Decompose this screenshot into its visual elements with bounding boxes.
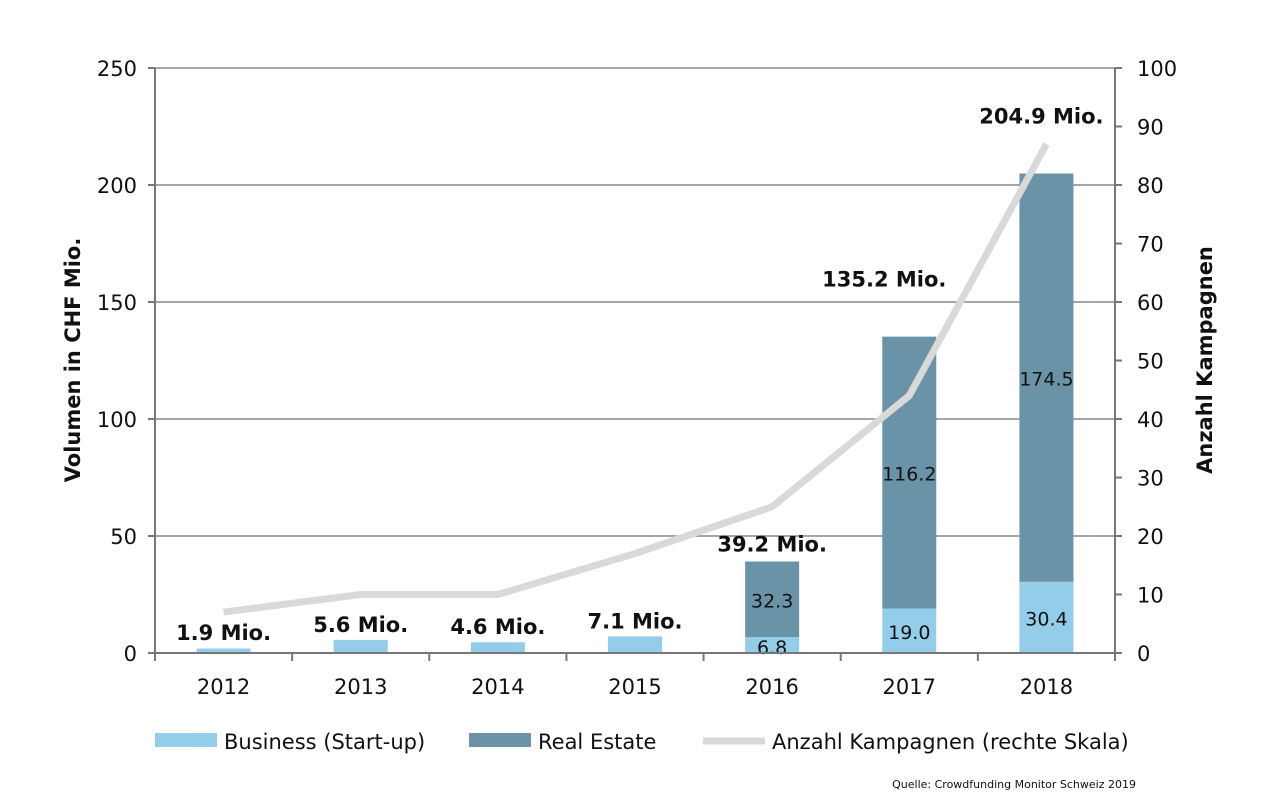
bar-real-estate: [882, 336, 937, 609]
y-right-tick-label: 90: [1137, 116, 1164, 140]
y-tick-label: 150: [97, 291, 137, 315]
bar-business: [745, 637, 800, 653]
y-right-tick-label: 0: [1137, 642, 1150, 666]
bar-label-business: 30.4: [1025, 608, 1067, 630]
y-tick-label: 50: [110, 525, 137, 549]
y-right-tick-label: 40: [1137, 408, 1164, 432]
total-label: 135.2 Mio.: [822, 268, 946, 292]
y-right-tick-label: 80: [1137, 174, 1164, 198]
bar-business: [882, 608, 937, 653]
bar-label-business: 6.8: [757, 637, 787, 659]
bar-label-real-estate: 174.5: [1019, 369, 1073, 391]
y-right-tick-label: 20: [1137, 525, 1164, 549]
bar-real-estate: [1019, 173, 1074, 582]
bar-business: [608, 636, 662, 653]
bar-business: [470, 642, 525, 653]
bar-business: [1019, 581, 1074, 653]
total-label: 39.2 Mio.: [717, 533, 827, 557]
legend-swatch-real-estate: [469, 733, 531, 747]
x-tick-label: 2017: [883, 675, 936, 699]
bar-label-real-estate: 32.3: [751, 590, 793, 612]
y-right-axis-title: Anzahl Kampagnen: [1193, 246, 1217, 474]
x-tick-label: 2016: [745, 675, 798, 699]
y-right-tick-label: 50: [1137, 350, 1164, 374]
x-tick-label: 2014: [471, 675, 524, 699]
y-right-tick-label: 60: [1137, 291, 1164, 315]
source-note: Quelle: Crowdfunding Monitor Schweiz 201…: [892, 778, 1136, 791]
x-tick-label: 2013: [334, 675, 387, 699]
y-tick-label: 0: [124, 642, 137, 666]
bar-label-real-estate: 116.2: [882, 464, 936, 486]
bar-business: [196, 648, 251, 653]
y-right-tick-label: 30: [1137, 467, 1164, 491]
x-tick-label: 2012: [197, 675, 250, 699]
total-label: 5.6 Mio.: [313, 613, 408, 637]
x-tick-label: 2018: [1020, 675, 1073, 699]
x-tick-label: 2015: [608, 675, 661, 699]
y-axis-title: Volumen in CHF Mio.: [61, 238, 85, 483]
legend-label-real-estate: Real Estate: [538, 730, 656, 754]
bar-real-estate: [745, 561, 800, 638]
total-label: 7.1 Mio.: [587, 609, 682, 633]
total-label: 1.9 Mio.: [176, 621, 271, 645]
y-right-tick-label: 100: [1137, 57, 1177, 81]
total-label: 204.9 Mio.: [979, 105, 1103, 129]
legend-label-kampagnen: Anzahl Kampagnen (rechte Skala): [772, 730, 1129, 754]
line-kampagnen: [223, 142, 1050, 616]
y-tick-label: 200: [97, 174, 137, 198]
y-right-tick-label: 70: [1137, 233, 1164, 257]
bar-label-business: 19.0: [888, 622, 930, 644]
total-label: 4.6 Mio.: [450, 615, 545, 639]
y-tick-label: 250: [97, 57, 137, 81]
legend-swatch-business: [155, 733, 217, 747]
y-tick-label: 100: [97, 408, 137, 432]
bar-business: [333, 639, 388, 653]
legend-label-business: Business (Start-up): [224, 730, 425, 754]
y-right-tick-label: 10: [1137, 584, 1164, 608]
